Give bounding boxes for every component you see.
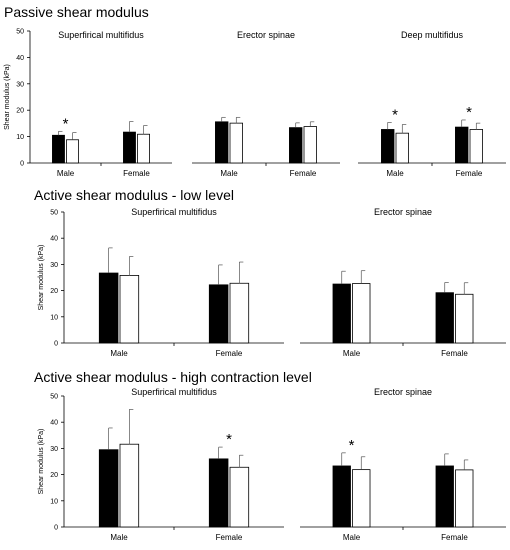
chart-panel-4: Erector spinae Male Female [300,207,506,358]
bar [435,465,454,528]
y-axis-label: Shear modulus (kPa) [38,429,45,495]
significance-marker: * [226,431,232,448]
category-label: Female [123,169,150,178]
significance-marker: * [63,115,69,132]
panel-title: Superfirical multifidus [131,207,217,217]
bar [123,131,136,164]
bar [455,469,474,528]
chart-panel-1: Erector spinae Male Female [192,30,340,178]
panel-title: Erector spinae [374,387,432,397]
significance-marker: * [349,437,355,454]
y-tick-label: 30 [50,262,58,269]
significance-marker: * [466,104,472,121]
category-label: Female [441,349,468,358]
y-tick-label: 40 [50,420,58,427]
y-axis-label: Shear modulus (kPa) [38,245,45,311]
category-label: Male [386,169,404,178]
y-tick-label: 10 [50,498,58,505]
y-tick-label: 0 [20,161,24,168]
bar [469,129,483,164]
bar [137,133,150,164]
y-tick-label: 30 [16,81,24,88]
chart-panel-5: Superfirical multifidus 0 10 20 30 40 50 Shear … [38,387,284,542]
y-tick-label: 50 [50,394,58,401]
bar [66,139,79,164]
y-tick-label: 20 [50,472,58,479]
bar [119,275,140,344]
category-label: Female [216,349,243,358]
chart-panel-0: Superfirical multifidus 0 10 20 30 40 50 Shear … [4,29,172,178]
y-tick-label: 40 [50,236,58,243]
y-tick-label: 40 [16,55,24,62]
bar [332,465,351,528]
section-title-active-low: Active shear modulus - low level [34,187,234,203]
bar [455,293,474,344]
y-tick-label: 50 [50,210,58,217]
category-label: Male [110,533,128,542]
bar [229,282,250,344]
category-label: Male [343,533,361,542]
bar [332,283,351,344]
y-tick-label: 30 [50,446,58,453]
panel-title: Erector spinae [374,207,432,217]
y-tick-label: 10 [16,134,24,141]
category-label: Male [343,349,361,358]
panel-title: Superfirical multifidus [131,387,217,397]
panel-title: Erector spinae [237,30,295,40]
y-tick-label: 20 [16,108,24,115]
bar [289,127,303,164]
significance-marker: * [392,106,398,123]
bar [119,443,140,528]
bar [395,132,409,164]
bar [208,284,229,344]
bar [303,126,317,164]
y-tick-label: 0 [54,525,58,532]
y-tick-label: 0 [54,341,58,348]
bar [215,121,229,164]
category-label: Male [220,169,238,178]
bar [455,126,469,164]
bar [435,292,454,344]
section-title-active-high: Active shear modulus - high contraction … [34,369,312,385]
category-label: Female [441,533,468,542]
category-label: Female [290,169,317,178]
panel-title: Superfirical multifidus [58,30,144,40]
y-tick-label: 50 [16,29,24,36]
chart-panel-3: Superfirical multifidus 0 10 20 30 40 50 Shear … [38,207,284,358]
bar [381,129,395,164]
bar [98,449,119,528]
bar [52,134,65,164]
category-label: Male [110,349,128,358]
chart-panel-6: Erector spinae Male * Female [300,387,506,542]
bar [208,458,229,528]
bar [352,469,371,528]
bar [229,466,250,528]
category-label: Female [216,533,243,542]
chart-panel-2: Deep multifidus Male * Female * [358,30,506,178]
y-tick-label: 20 [50,288,58,295]
chart-panels: Superfirical multifidus 0 10 20 30 40 50 Shear … [4,29,506,542]
category-label: Female [456,169,483,178]
category-label: Male [57,169,75,178]
section-title-passive: Passive shear modulus [4,4,149,20]
bar [98,272,119,344]
y-tick-label: 10 [50,314,58,321]
panel-title: Deep multifidus [401,30,464,40]
y-axis-label: Shear modulus (kPa) [4,64,11,130]
bar [352,283,371,344]
bar [229,122,243,164]
